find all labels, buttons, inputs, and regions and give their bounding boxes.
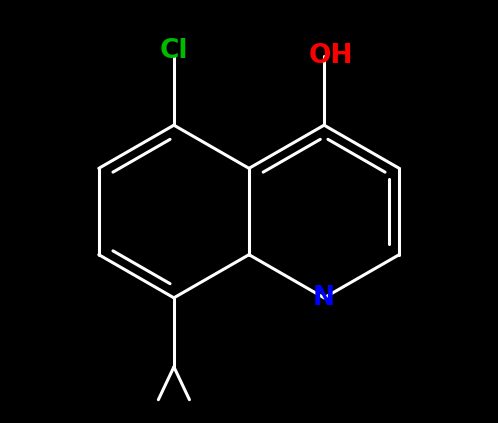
Text: OH: OH bbox=[309, 43, 353, 69]
Text: Cl: Cl bbox=[160, 38, 188, 64]
Text: N: N bbox=[313, 285, 335, 311]
